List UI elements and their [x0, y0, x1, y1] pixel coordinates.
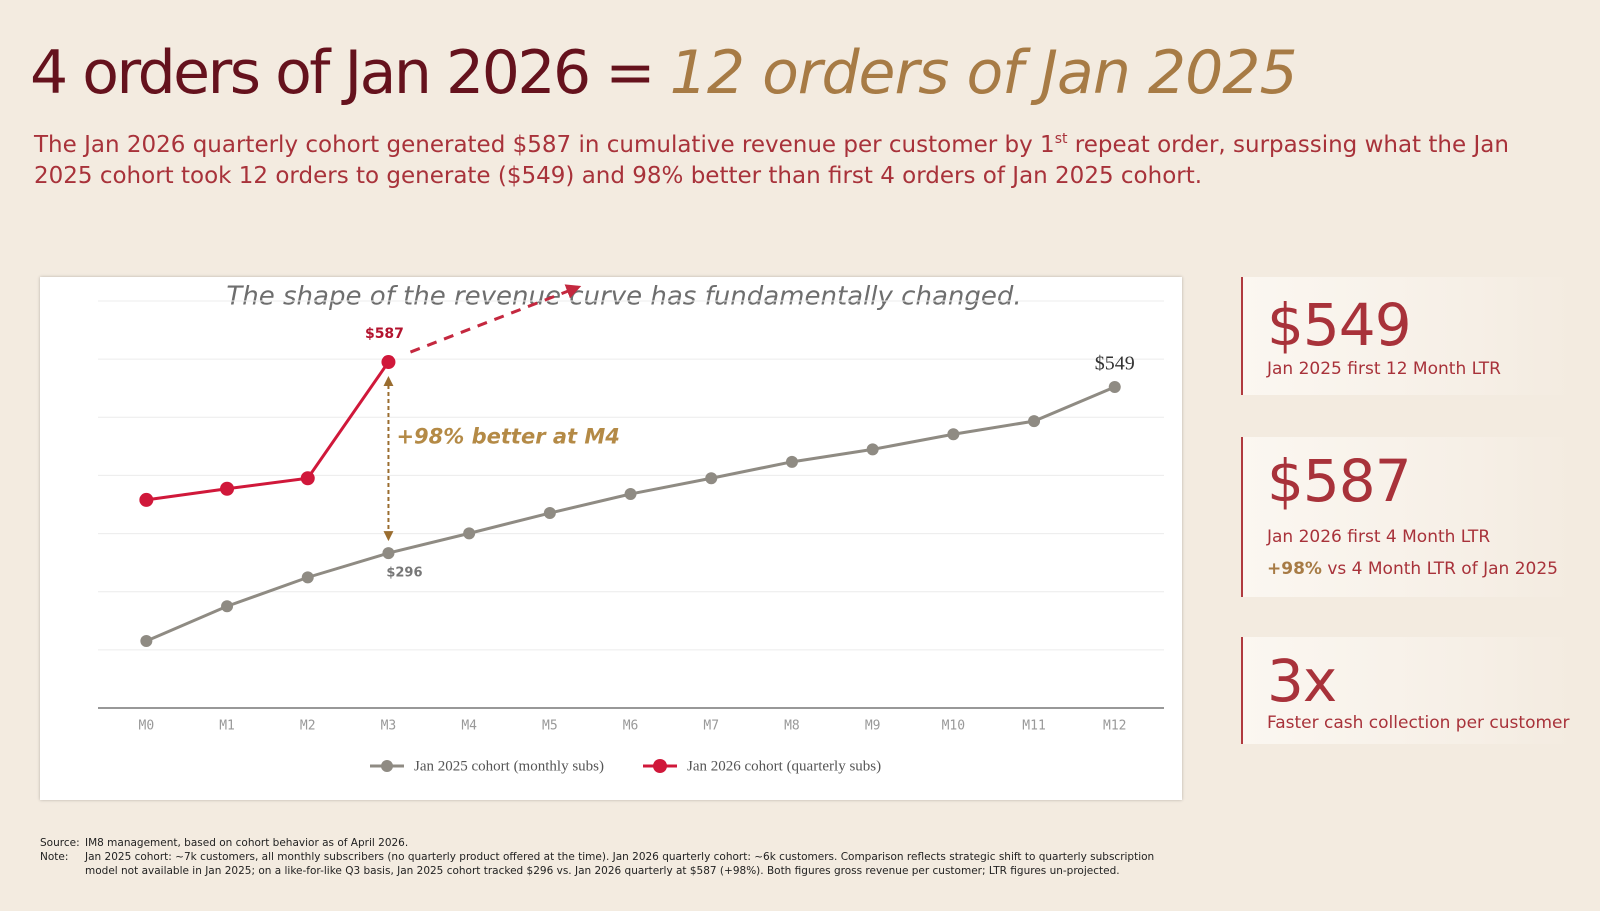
data-point — [947, 428, 960, 441]
data-point — [785, 455, 798, 468]
data-point — [139, 492, 154, 507]
data-point — [866, 443, 879, 456]
x-tick-label: M10 — [942, 719, 965, 734]
data-point — [463, 527, 476, 540]
data-label: $296 — [386, 566, 422, 581]
note-text: Jan 2025 cohort: ~7k customers, all mont… — [85, 851, 1155, 877]
data-point — [301, 571, 314, 584]
stat-text: vs 4 Month LTR of Jan 2025 — [1321, 559, 1558, 579]
title: 4 orders of Jan 2026 = 12 orders of Jan … — [30, 38, 1298, 108]
x-tick-label: M11 — [1022, 719, 1045, 734]
x-tick-label: M9 — [865, 719, 881, 734]
chart-title: The shape of the revenue curve has funda… — [226, 282, 1021, 312]
series-line — [145, 385, 1116, 643]
superscript: st — [1054, 131, 1068, 147]
stat-label: +98% vs 4 Month LTR of Jan 2025 — [1267, 559, 1558, 579]
title-part: 12 orders of Jan 2025 — [669, 38, 1298, 108]
data-point — [221, 600, 234, 613]
x-tick-label: M5 — [542, 719, 558, 734]
legend-marker — [653, 759, 667, 773]
stat-label: Jan 2026 first 4 Month LTR — [1267, 527, 1491, 547]
subtitle-text: The Jan 2026 quarterly cohort generated … — [34, 132, 1055, 158]
series-line — [146, 361, 390, 502]
subtitle: The Jan 2026 quarterly cohort generated … — [34, 130, 1554, 192]
title-part: 4 orders of Jan 2026 = — [30, 38, 670, 108]
highlight: +98% — [1267, 559, 1322, 579]
x-tick-label: M6 — [623, 719, 639, 734]
chart-panel — [40, 277, 1182, 800]
stat-value: $549 — [1267, 291, 1412, 359]
stat-card: $587 Jan 2026 first 4 Month LTR +98% vs … — [1241, 437, 1573, 597]
data-point — [543, 507, 556, 520]
stat-label: Jan 2025 first 12 Month LTR — [1267, 359, 1501, 379]
data-point — [624, 487, 637, 500]
x-tick-label: M12 — [1103, 719, 1126, 734]
data-point — [381, 355, 396, 370]
source-text: IM8 management, based on cohort behavior… — [85, 837, 409, 849]
legend-label: Jan 2026 cohort (quarterly subs) — [687, 758, 881, 774]
x-tick-label: M4 — [461, 719, 477, 734]
trend-arrow — [409, 284, 582, 354]
stat-value: $587 — [1267, 447, 1412, 515]
data-point — [1108, 380, 1121, 393]
x-tick-label: M3 — [381, 719, 397, 734]
annotation: +98% better at M4 — [396, 425, 619, 449]
legend-marker — [381, 760, 393, 772]
data-point — [1028, 415, 1041, 428]
data-point — [140, 635, 153, 648]
data-label: $587 — [365, 326, 404, 342]
x-tick-label: M2 — [300, 719, 316, 734]
stat-card: $549 Jan 2025 first 12 Month LTR — [1241, 277, 1573, 395]
data-label: $549 — [1095, 353, 1135, 375]
legend-label: Jan 2025 cohort (monthly subs) — [414, 758, 604, 774]
data-point — [705, 472, 718, 485]
data-point — [300, 471, 315, 486]
source-label: Source: — [40, 837, 80, 849]
data-point — [382, 547, 395, 560]
x-tick-label: M7 — [703, 719, 719, 734]
subtitle-text: repeat order, surpassing what the Jan 20… — [34, 132, 1509, 189]
data-point — [220, 481, 235, 496]
x-tick-label: M1 — [219, 719, 235, 734]
stat-card: 3x Faster cash collection per customer — [1241, 637, 1573, 744]
x-tick-label: M8 — [784, 719, 800, 734]
stat-value: 3x — [1267, 647, 1337, 715]
x-tick-label: M0 — [139, 719, 155, 734]
note-label: Note: — [40, 851, 69, 863]
stat-label: Faster cash collection per customer — [1267, 713, 1570, 733]
